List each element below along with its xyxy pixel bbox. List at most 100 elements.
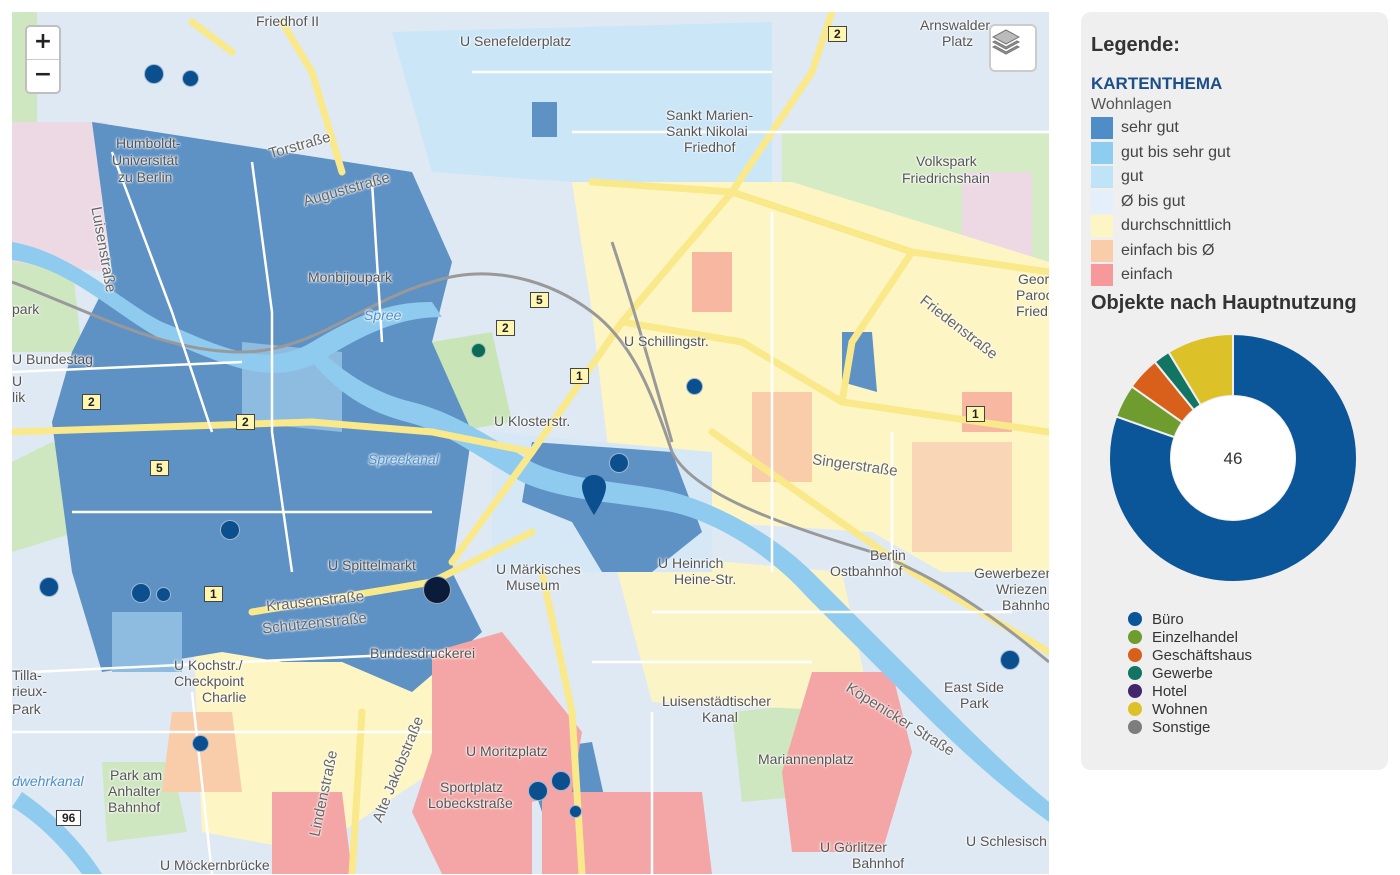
layers-icon (991, 29, 1021, 55)
property-marker[interactable] (182, 70, 199, 87)
legend-theme-subtitle: Wohnlagen (1091, 96, 1172, 113)
property-marker[interactable] (569, 805, 582, 818)
property-marker[interactable] (423, 576, 451, 604)
chart-legend-label: Büro (1152, 610, 1184, 628)
label-senefelderplatz: U Senefelderplatz (460, 33, 572, 49)
label-berlin-ost-1: Berlin (870, 547, 906, 563)
chart-legend-dot (1128, 612, 1142, 626)
chart-legend-item: Wohnen (1128, 700, 1252, 718)
legend-item: einfach (1091, 263, 1231, 288)
label-geor-3: Fried (1016, 303, 1048, 319)
legend-items: sehr gut gut bis sehr gut gut Ø bis gut durc… (1091, 116, 1231, 288)
property-marker[interactable] (192, 735, 209, 752)
label-tilla-2: rieux- (12, 683, 48, 699)
property-marker[interactable] (220, 520, 240, 540)
label-park: park (12, 301, 40, 317)
label-luisenstaedt-1: Luisenstädtischer (662, 693, 771, 709)
chart-legend-label: Geschäftshaus (1152, 646, 1253, 664)
property-marker[interactable] (609, 453, 629, 473)
label-maerkisches-2: Museum (506, 577, 560, 593)
label-sportplatz-2: Lobeckstraße (428, 795, 513, 811)
label-bundesdruckerei: Bundesdruckerei (370, 645, 476, 661)
label-geor-2: Paroc (1016, 287, 1049, 303)
zoom-control: + − (25, 25, 61, 94)
legend-theme-heading: KARTENTHEMA (1091, 74, 1223, 93)
label-lik: lik (12, 389, 26, 405)
location-pin-icon[interactable] (582, 475, 606, 515)
label-tilla-1: Tilla- (12, 667, 42, 683)
label-sankt-2: Sankt Nikolai (666, 123, 748, 139)
label-spreekanal: Spreekanal (368, 451, 439, 467)
property-marker[interactable] (551, 771, 571, 791)
map-view[interactable]: Friedhof II U Senefelderplatz Arnswalder… (12, 12, 1049, 874)
property-marker[interactable] (686, 378, 703, 395)
property-marker[interactable] (471, 343, 486, 358)
label-gewerbe-2: Wriezen (996, 581, 1048, 597)
label-humboldt-1: Humboldt- (116, 135, 181, 151)
chart-legend-label: Einzelhandel (1152, 628, 1238, 646)
route-shield: 1 (570, 368, 589, 384)
legend-item: durchschnittlich (1091, 214, 1231, 239)
donut-chart: 46 (1108, 332, 1358, 583)
legend-item-label: durchschnittlich (1121, 217, 1232, 235)
route-shield: 5 (150, 460, 169, 476)
label-geor-1: Geor (1018, 271, 1049, 287)
property-marker[interactable] (528, 781, 548, 801)
chart-legend-label: Gewerbe (1152, 664, 1213, 682)
layers-button[interactable] (989, 24, 1037, 72)
chart-legend-item: Gewerbe (1128, 664, 1252, 682)
legend-panel: Legende: KARTENTHEMA Wohnlagen sehr gut g… (1081, 12, 1388, 770)
property-marker[interactable] (39, 577, 59, 597)
label-anhalter-3: Bahnhof (108, 799, 161, 815)
property-marker[interactable] (144, 64, 164, 84)
chart-legend-label: Hotel (1152, 682, 1188, 700)
chart-legend-item: Geschäftshaus (1128, 646, 1252, 664)
label-sankt-3: Friedhof (684, 139, 736, 155)
chart-legend-item: Büro (1128, 610, 1252, 628)
label-friedhof-ii: Friedhof II (256, 13, 320, 29)
legend-item-label: einfach bis Ø (1121, 241, 1215, 259)
zoom-out-button[interactable]: − (27, 59, 59, 92)
route-shield: 2 (828, 26, 847, 42)
legend-title: Legende: (1091, 34, 1180, 56)
label-sankt-1: Sankt Marien- (666, 107, 754, 123)
label-bundestag: U Bundestag (12, 351, 93, 367)
label-gewerbe-1: Gewerbezen (974, 565, 1049, 581)
label-landwehrkanal: dwehrkanal (12, 773, 84, 789)
label-luisenstaedt-2: Kanal (702, 709, 738, 725)
route-shield: 96 (56, 810, 82, 826)
label-platz: Platz (942, 33, 974, 49)
chart-legend-item: Hotel (1128, 682, 1252, 700)
zoom-in-button[interactable]: + (33, 29, 53, 54)
label-berlin-ost-2: Ostbahnhof (830, 563, 903, 579)
chart-legend-dot (1128, 630, 1142, 644)
label-kochstr-1: U Kochstr./ (174, 657, 243, 673)
label-gewerbe-3: Bahnho (1002, 597, 1049, 613)
donut-hole (1171, 396, 1295, 520)
legend-item: Ø bis gut (1091, 190, 1231, 215)
legend-item-label: einfach (1121, 266, 1173, 284)
property-marker[interactable] (131, 583, 151, 603)
property-marker[interactable] (1000, 650, 1020, 670)
label-goerlitzer-2: Bahnhof (852, 855, 905, 871)
legend-swatch (1091, 141, 1113, 164)
chart-legend-dot (1128, 684, 1142, 698)
legend-item-label: gut (1121, 168, 1144, 186)
legend-swatch (1091, 190, 1113, 213)
chart-legend-dot (1128, 720, 1142, 734)
route-shield: 2 (236, 414, 255, 430)
legend-item-label: gut bis sehr gut (1121, 143, 1231, 161)
property-marker[interactable] (156, 587, 171, 602)
label-moeckernbruecke: U Möckernbrücke (160, 857, 270, 873)
route-shield: 2 (82, 394, 101, 410)
legend-item-label: Ø bis gut (1121, 192, 1186, 210)
label-spittelmarkt: U Spittelmarkt (328, 557, 416, 573)
legend-swatch (1091, 264, 1113, 287)
label-klosterstr: U Klosterstr. (494, 413, 571, 429)
label-maerkisches-1: U Märkisches (496, 561, 581, 577)
chart-legend-label: Sonstige (1152, 718, 1211, 736)
label-mariannenplatz: Mariannenplatz (758, 751, 854, 767)
label-kochstr-2: Checkpoint (174, 673, 245, 689)
legend-item: einfach bis Ø (1091, 239, 1231, 264)
label-kochstr-3: Charlie (202, 689, 247, 705)
